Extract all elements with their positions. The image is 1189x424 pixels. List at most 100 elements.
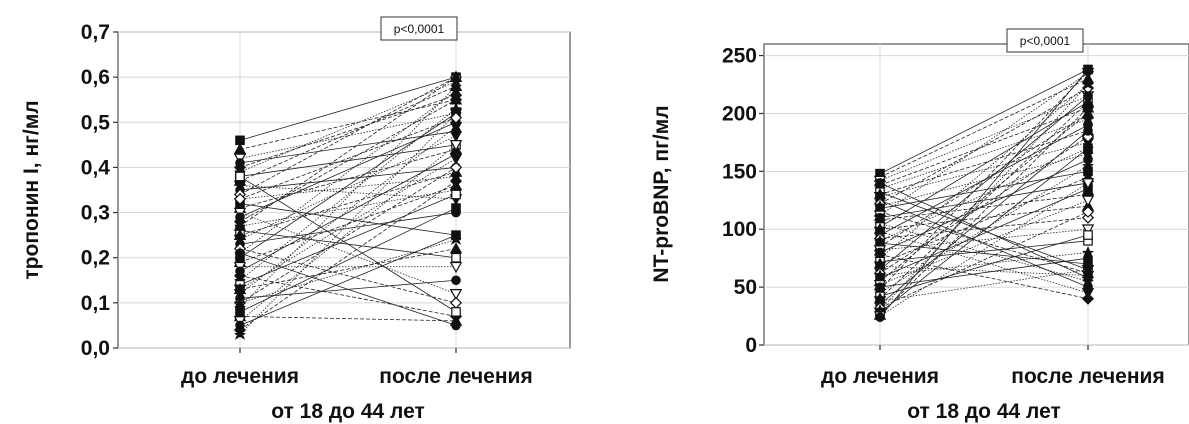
data-point-after <box>450 233 462 245</box>
data-series-line <box>239 252 457 326</box>
data-series-line <box>239 316 457 322</box>
data-point-after <box>1081 224 1095 236</box>
data-series-line <box>239 112 457 159</box>
data-point-before <box>235 248 245 258</box>
data-point-before <box>233 219 247 231</box>
data-points <box>233 70 463 340</box>
data-lines <box>879 69 1089 318</box>
y-tick-label: 0,6 <box>81 66 110 89</box>
data-point-after <box>450 79 462 92</box>
data-series-line <box>879 234 1089 297</box>
data-series-line <box>879 231 1089 294</box>
data-point-after <box>451 320 461 331</box>
data-series-line <box>879 176 1089 265</box>
data-series-line <box>879 107 1089 316</box>
data-series-line <box>879 147 1089 242</box>
data-point-after <box>451 189 461 200</box>
data-series-line <box>879 194 1089 221</box>
data-point-after <box>449 153 463 165</box>
y-tick-label: 0,3 <box>81 202 110 225</box>
data-series-line <box>879 71 1089 290</box>
data-series-line <box>879 188 1089 279</box>
data-point-after <box>1083 126 1093 136</box>
nt-probnp-chart: 0 50 100 150 200 250 NT-proBNP, пг/мл до лече… <box>650 28 1189 423</box>
data-point-after <box>1081 195 1095 207</box>
data-point-before <box>233 284 247 296</box>
data-point-after <box>1083 143 1093 153</box>
data-point-after <box>1081 264 1095 277</box>
data-series-line <box>879 199 1089 286</box>
data-point-before <box>234 328 246 340</box>
y-tick-label: 0,4 <box>81 156 111 179</box>
troponin-chart: 0,0 0,1 0,2 0,3 0,4 0,5 0,6 0,7 тропонин I, нг/… <box>20 16 571 423</box>
data-point-after <box>451 275 461 286</box>
data-points <box>873 64 1095 323</box>
data-series-line <box>879 269 1089 302</box>
x-category-label: до лечения <box>181 365 299 388</box>
p-value-annotation: p<0,0001 <box>1020 34 1071 48</box>
data-series-line <box>239 76 457 141</box>
data-series-line <box>879 107 1089 186</box>
data-point-after <box>449 289 463 301</box>
x-axis-label: от 18 до 44 лет <box>907 400 1061 423</box>
data-series-line <box>239 117 457 200</box>
data-series-line <box>239 185 457 200</box>
data-series-line <box>239 167 457 304</box>
data-series-line <box>239 112 457 335</box>
data-series-line <box>239 144 457 177</box>
data-series-line <box>239 148 457 209</box>
y-axis-label: NT-proBNP, пг/мл <box>650 105 673 282</box>
data-series-line <box>239 248 457 290</box>
p-value-box <box>380 16 458 41</box>
data-series-line <box>239 76 457 227</box>
data-point-after <box>449 261 463 274</box>
y-tick-label: 250 <box>722 45 757 68</box>
data-series-line <box>879 182 1089 219</box>
data-series-line <box>879 170 1089 209</box>
data-series-line <box>879 87 1089 205</box>
data-point-after <box>1081 101 1095 113</box>
data-series-line <box>879 84 1089 259</box>
data-series-line <box>239 176 457 313</box>
data-series-line <box>879 211 1089 309</box>
data-series-line <box>879 72 1089 216</box>
data-point-after <box>1081 107 1095 119</box>
data-point-after <box>449 140 463 152</box>
data-point-after <box>1083 253 1093 263</box>
data-point-after <box>451 307 461 317</box>
data-series-line <box>239 189 457 227</box>
data-point-after <box>1081 130 1095 143</box>
data-point-after <box>451 203 461 213</box>
data-lines <box>239 76 457 335</box>
data-series-line <box>879 142 1089 198</box>
data-series-line <box>239 90 457 254</box>
data-series-line <box>879 240 1089 263</box>
data-series-line <box>879 101 1089 228</box>
data-series-line <box>879 130 1089 305</box>
data-series-line <box>879 95 1089 271</box>
data-point-before <box>234 296 246 309</box>
data-series-line <box>879 242 1089 265</box>
data-series-line <box>879 118 1089 190</box>
p-value-box <box>1006 28 1084 53</box>
data-point-after <box>1081 292 1095 305</box>
data-point-after <box>1082 78 1094 90</box>
data-point-after <box>449 242 463 254</box>
plot-frame <box>763 43 1189 346</box>
y-tick-label: 100 <box>722 218 757 241</box>
data-series-line <box>239 99 457 222</box>
y-tick-label: 200 <box>722 102 757 125</box>
data-point-before <box>233 142 247 155</box>
data-series-line <box>879 191 1089 271</box>
y-tick-label: 150 <box>722 160 757 183</box>
y-tick-label: 0 <box>745 334 757 357</box>
data-series-line <box>239 248 457 304</box>
data-point-after <box>449 161 463 174</box>
data-series-line <box>879 84 1089 311</box>
data-series-line <box>879 69 1089 175</box>
data-point-before <box>235 171 245 182</box>
data-point-after <box>450 84 462 96</box>
data-series-line <box>879 199 1089 288</box>
y-axis-label: тропонин I, нг/мл <box>20 100 43 279</box>
x-axis-label: от 18 до 44 лет <box>271 400 425 423</box>
